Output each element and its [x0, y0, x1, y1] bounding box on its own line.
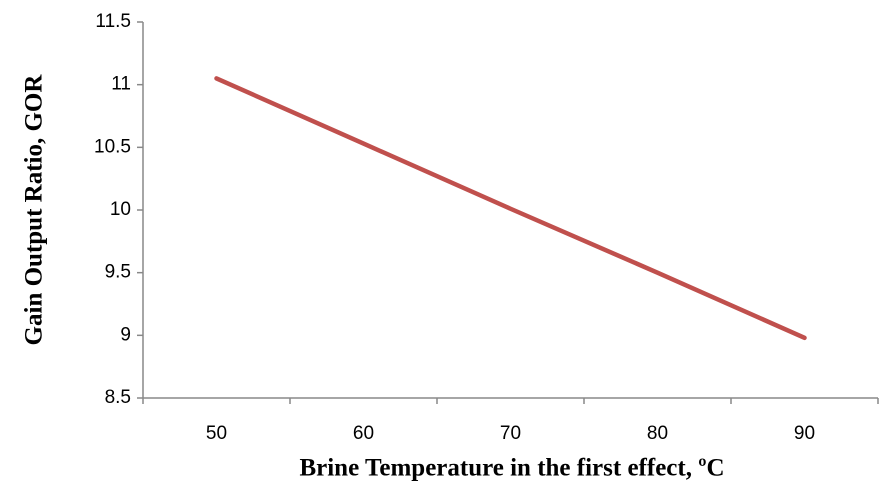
data-line — [214, 76, 807, 341]
y-tick-label: 8.5 — [105, 387, 131, 408]
y-tick-label: 9 — [120, 324, 131, 345]
y-axis-title: Gain Output Ratio, GOR — [21, 74, 48, 346]
y-tick-label: 10 — [110, 199, 131, 220]
y-tick-label: 11.5 — [95, 11, 131, 32]
x-tick-label: 70 — [500, 423, 521, 444]
x-tick-label: 50 — [206, 423, 227, 444]
x-tick-label: 90 — [794, 423, 815, 444]
x-tick-label: 60 — [353, 423, 374, 444]
x-axis-title: Brine Temperature in the first effect, º… — [299, 455, 724, 482]
y-tick-label: 10.5 — [94, 136, 131, 157]
y-tick-label: 11 — [111, 74, 131, 95]
y-tick-label: 9.5 — [105, 262, 131, 283]
x-tick-label: 80 — [647, 423, 668, 444]
